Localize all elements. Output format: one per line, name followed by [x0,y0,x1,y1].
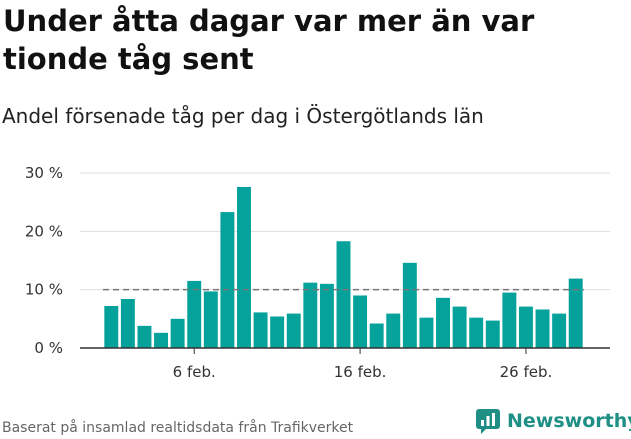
chart-subtitle: Andel försenade tåg per dag i Östergötla… [2,104,484,128]
bar [568,278,583,348]
bar [237,187,251,348]
y-tick-label: 10 % [25,281,63,299]
bar [120,299,135,348]
x-tick-label: 6 feb. [173,363,216,381]
x-tick-label: 16 feb. [334,363,387,381]
bar [535,309,550,348]
bar [518,306,533,348]
bar [104,306,119,348]
bar [336,241,351,348]
chart-title: Under åtta dagar var mer än var tionde t… [3,4,535,76]
bar [286,313,301,348]
bar [154,332,169,348]
bar [452,306,467,348]
bar [485,320,500,348]
bar [220,212,235,348]
bar [137,325,152,348]
y-tick-label: 0 % [34,339,63,357]
bar [419,317,434,348]
bar-chart: 0 % 10 % 20 % 30 % 6 feb. 16 feb. 26 feb. [25,164,610,381]
bar [319,283,334,348]
bar [170,318,185,348]
bar [552,313,567,348]
bar [436,297,450,348]
bar [270,316,285,348]
source-note: Baserat på insamlad realtidsdata från Tr… [2,420,354,436]
bar [469,317,484,348]
brand-name: Newsworthy [507,410,631,432]
y-tick-label: 30 % [25,164,63,182]
brand-logo[interactable]: Newsworthy [475,408,631,434]
bar [369,323,384,348]
chart-logo-icon [476,409,500,434]
bar [402,262,417,348]
bar [253,312,268,348]
bar [386,313,401,348]
bar [203,291,218,348]
bar [187,280,202,348]
bar [353,295,368,348]
x-tick-label: 26 feb. [500,363,553,381]
bar [502,292,517,348]
bar [303,282,318,348]
y-tick-label: 20 % [25,222,63,240]
